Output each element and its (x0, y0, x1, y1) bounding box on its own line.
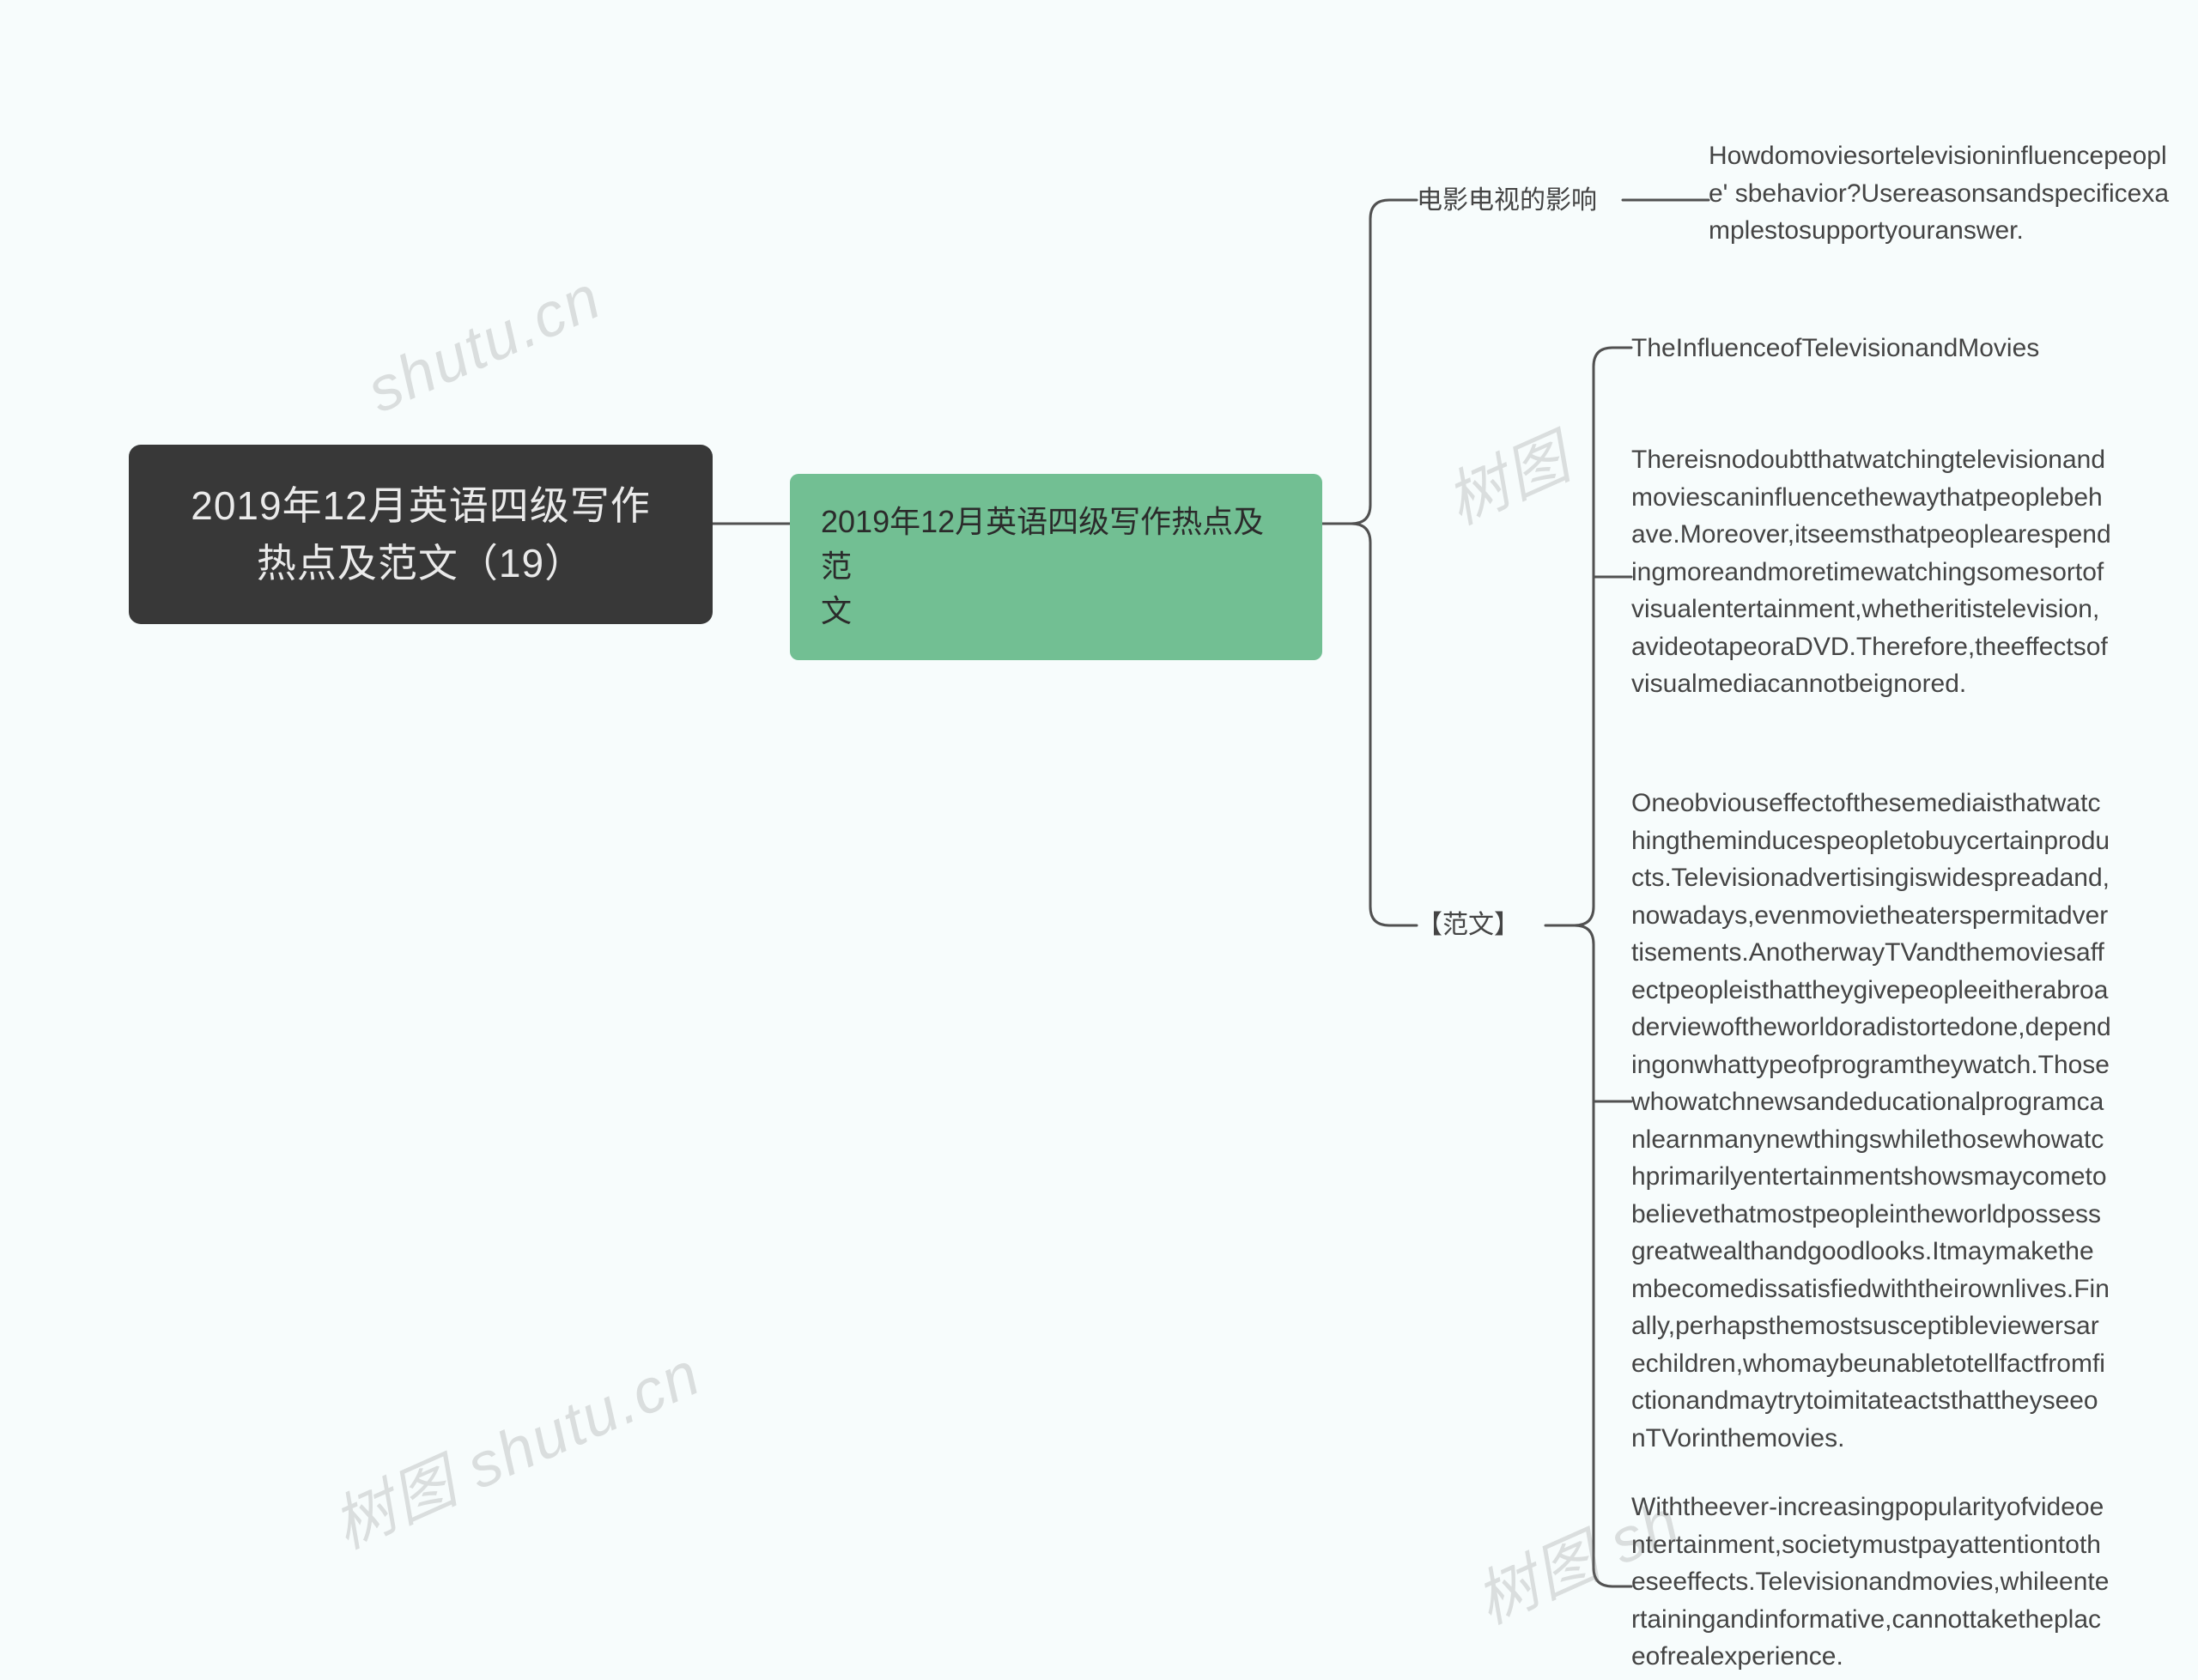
sub-line-2: 文 (821, 589, 1291, 634)
branch-b-item-0: TheInfluenceofTelevisionandMovies (1631, 330, 2112, 367)
sub-line-1: 2019年12月英语四级写作热点及范 (821, 500, 1291, 589)
branch-b-item-1: Thereisnodoubtthatwatchingtelevisionandm… (1631, 441, 2112, 703)
watermark-1: 树图 shutu.cn (316, 1323, 712, 1565)
watermark-0: shutu.cn (357, 262, 612, 427)
sub-node: 2019年12月英语四级写作热点及范 文 (790, 474, 1322, 660)
branch-b-label: 【范文】 (1417, 907, 1545, 944)
branch-b-item-2: Oneobviouseffectofthesemediaisthatwatchi… (1631, 785, 2112, 1457)
root-line-2: 热点及范文（19） (170, 535, 671, 592)
root-line-1: 2019年12月英语四级写作 (170, 477, 671, 535)
branch-b-item-3: Withtheever-increasingpopularityofvideoe… (1631, 1489, 2112, 1676)
branch-a-text: Howdomoviesortelevisioninfluencepeople' … (1709, 137, 2172, 250)
watermark-2: 树图 (1430, 407, 1582, 541)
branch-a-label: 电影电视的影响 (1417, 182, 1623, 220)
root-node: 2019年12月英语四级写作 热点及范文（19） (129, 445, 713, 624)
